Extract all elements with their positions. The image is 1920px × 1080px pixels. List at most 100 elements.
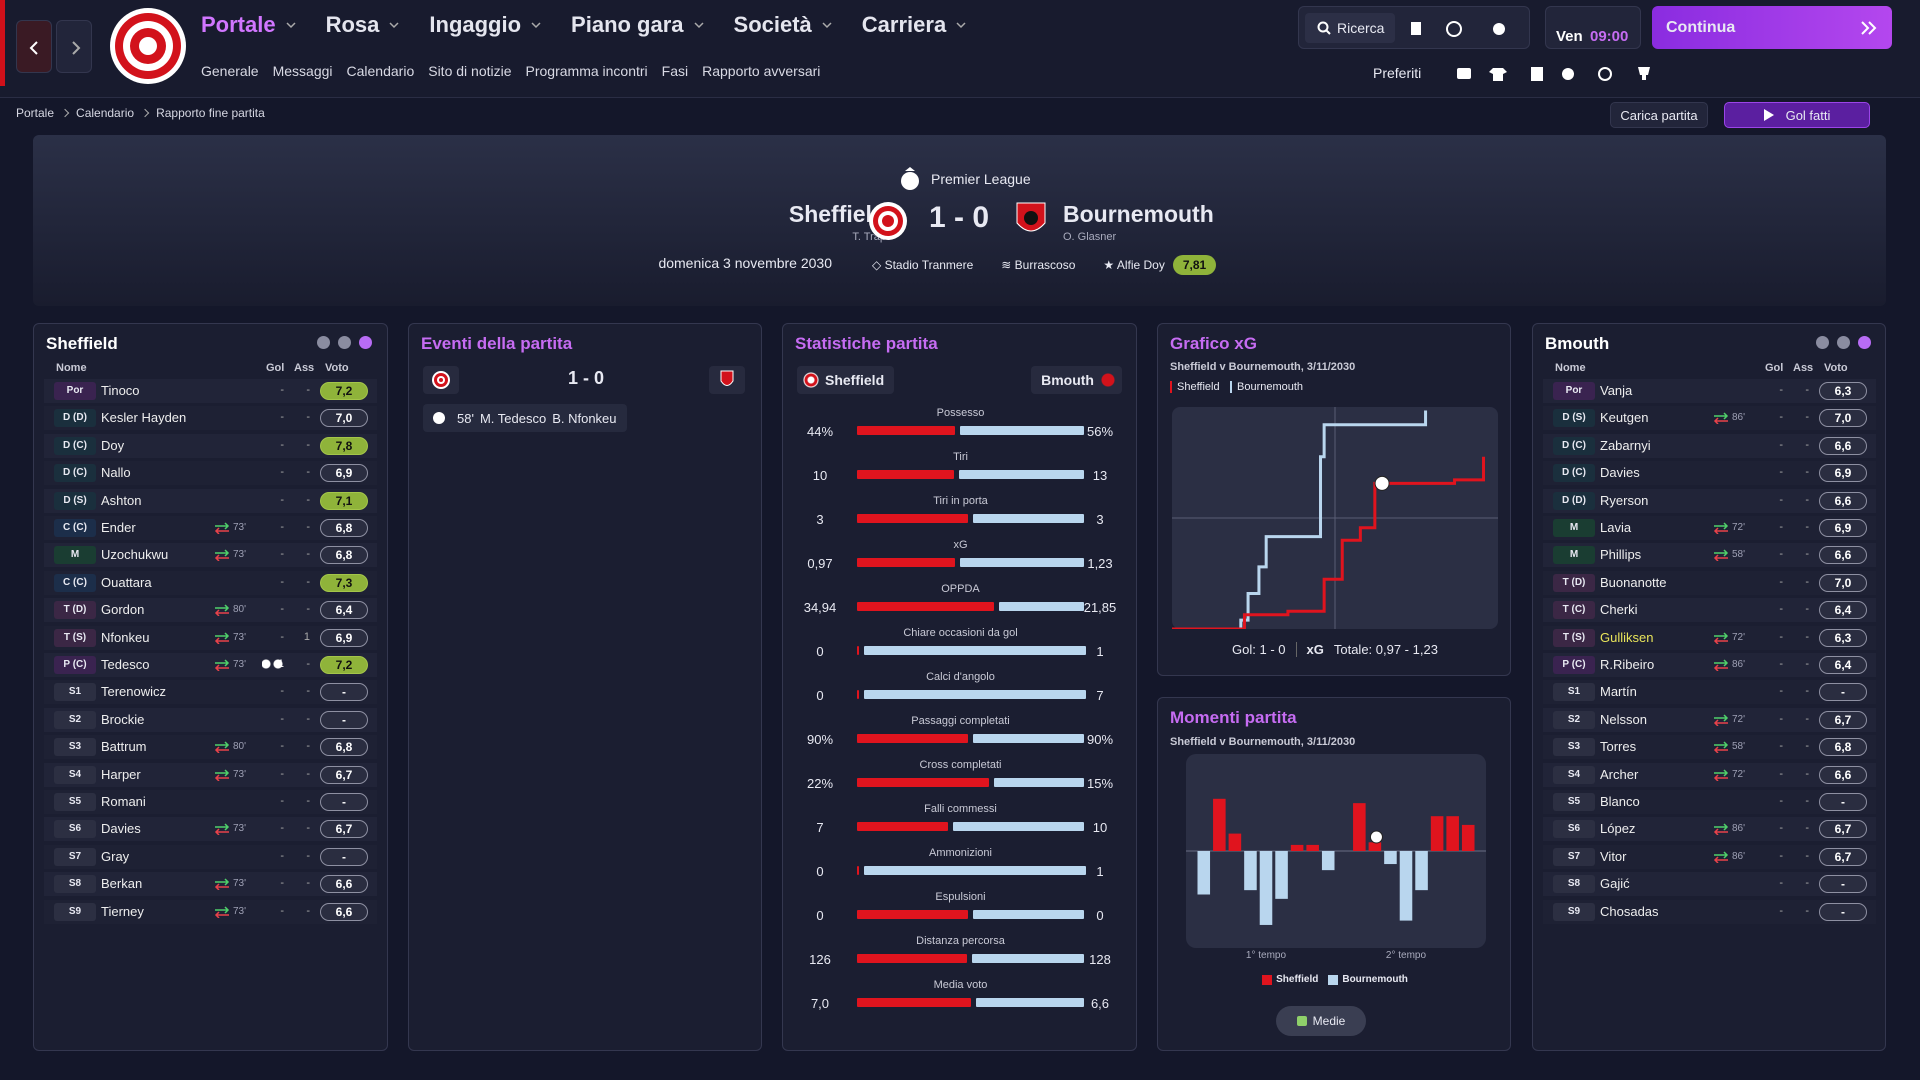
player-row[interactable]: S7 Gray - - - bbox=[44, 844, 377, 869]
player-row[interactable]: S1 Martín - - - bbox=[1543, 680, 1876, 705]
player-row[interactable]: S3 Torres 58' - -6,8 bbox=[1543, 735, 1876, 760]
player-row[interactable]: C (C) Ouattara - -7,3 bbox=[44, 570, 377, 595]
player-row[interactable]: C (C) Ender 73' - -6,8 bbox=[44, 516, 377, 540]
player-row[interactable]: M Lavia 72' - -6,9 bbox=[1543, 516, 1876, 540]
player-row[interactable]: S9 Chosadas - - - bbox=[1543, 899, 1876, 924]
player-row[interactable]: S8 Berkan 73' - -6,6 bbox=[44, 872, 377, 897]
player-row[interactable]: S2 Nelsson 72' - -6,7 bbox=[1543, 707, 1876, 732]
player-row[interactable]: S1 Terenowicz - - - bbox=[44, 680, 377, 705]
player-row[interactable]: D (S) Ashton - -7,1 bbox=[44, 488, 377, 513]
player-row[interactable]: T (S) Gulliksen 72' - -6,3 bbox=[1543, 625, 1876, 650]
stat-away-bar bbox=[972, 954, 1084, 963]
player-row[interactable]: S4 Archer 72' - -6,6 bbox=[1543, 762, 1876, 787]
main-tab[interactable]: Portale bbox=[201, 12, 296, 38]
assists: - bbox=[306, 822, 310, 835]
player-row[interactable]: S3 Battrum 80' - -6,8 bbox=[44, 735, 377, 760]
rating: 6,9 bbox=[1819, 464, 1867, 483]
player-row[interactable]: S2 Brockie - - - bbox=[44, 707, 377, 732]
player-row[interactable]: Por Vanja - -6,3 bbox=[1543, 379, 1876, 403]
player-row[interactable]: D (D) Kesler Hayden - -7,0 bbox=[44, 406, 377, 431]
player-row[interactable]: D (C) Zabarnyi - -6,6 bbox=[1543, 433, 1876, 458]
continue-button[interactable]: Continua bbox=[1652, 6, 1892, 49]
player-row[interactable]: T (C) Cherki - -6,4 bbox=[1543, 598, 1876, 623]
player-row[interactable]: D (D) Ryerson - -6,6 bbox=[1543, 488, 1876, 513]
crumb[interactable]: Calendario bbox=[76, 106, 135, 120]
assists: - bbox=[306, 658, 310, 670]
sub-tab[interactable]: Programma incontri bbox=[525, 63, 648, 79]
player-row[interactable]: S6 Davies 73' - -6,7 bbox=[44, 817, 377, 842]
sub-tab[interactable]: Calendario bbox=[346, 63, 415, 79]
player-row[interactable]: S5 Romani - - - bbox=[44, 790, 377, 814]
main-tab[interactable]: Piano gara bbox=[571, 12, 704, 38]
player-row[interactable]: T (D) Buonanotte - -7,0 bbox=[1543, 570, 1876, 595]
sub-arrow-in bbox=[1714, 769, 1729, 777]
forward-button[interactable] bbox=[56, 20, 92, 73]
main-tab[interactable]: Società bbox=[734, 12, 832, 38]
search-button[interactable]: Ricerca bbox=[1305, 13, 1395, 43]
assists: - bbox=[306, 466, 310, 479]
goals-button[interactable]: Gol fatti bbox=[1724, 102, 1870, 128]
sub-arrow-in bbox=[215, 549, 230, 557]
page-dot[interactable] bbox=[338, 336, 351, 349]
sub-tab[interactable]: Messaggi bbox=[272, 63, 333, 79]
main-tab[interactable]: Carriera bbox=[862, 12, 966, 38]
quick-icons[interactable] bbox=[1455, 64, 1665, 84]
crumb-separator bbox=[60, 108, 70, 118]
main-tab[interactable]: Ingaggio bbox=[429, 12, 541, 38]
favorites[interactable]: Preferiti bbox=[1373, 65, 1422, 81]
main-tab[interactable]: Rosa bbox=[326, 12, 400, 38]
event-score: 1 - 0 bbox=[567, 368, 605, 388]
stat-home-bar bbox=[857, 690, 859, 699]
crumb[interactable]: Portale bbox=[16, 106, 55, 120]
crumb[interactable]: Rapporto fine partita bbox=[156, 106, 265, 120]
stat-label: Possesso bbox=[936, 407, 985, 419]
sub-tab[interactable]: Sito di notizie bbox=[428, 63, 512, 79]
player-row[interactable]: D (C) Nallo - -6,9 bbox=[44, 461, 377, 486]
player-row[interactable]: S6 López 86' - -6,7 bbox=[1543, 817, 1876, 842]
page-dot[interactable] bbox=[1816, 336, 1829, 349]
player-row[interactable]: T (D) Gordon 80' - -6,4 bbox=[44, 598, 377, 623]
sub-arrow-in bbox=[215, 906, 230, 914]
toolbar-icons[interactable] bbox=[1409, 20, 1519, 38]
player-row[interactable]: M Phillips 58' - -6,6 bbox=[1543, 543, 1876, 568]
sub-tab[interactable]: Rapporto avversari bbox=[702, 63, 821, 79]
page-dot[interactable] bbox=[1837, 336, 1850, 349]
assists: - bbox=[306, 712, 310, 725]
load-match-button[interactable]: Carica partita bbox=[1610, 102, 1708, 128]
assists: - bbox=[306, 795, 310, 807]
assists: - bbox=[306, 411, 310, 424]
sub-icon bbox=[214, 604, 230, 617]
stat-away-bar bbox=[959, 558, 1084, 567]
rating: 6,6 bbox=[1819, 765, 1867, 784]
player-row[interactable]: S7 Vitor 86' - -6,7 bbox=[1543, 844, 1876, 869]
date-time[interactable]: Ven 09:00 bbox=[1545, 6, 1641, 49]
xg-chart bbox=[1172, 407, 1498, 629]
player-row[interactable]: D (C) Davies - -6,9 bbox=[1543, 461, 1876, 486]
assists: - bbox=[1805, 493, 1809, 506]
assists: - bbox=[306, 740, 310, 753]
player-row[interactable]: Por Tinoco - -7,2 bbox=[44, 379, 377, 403]
player-row[interactable]: T (S) Nfonkeu 73' - 1 6,9 bbox=[44, 625, 377, 650]
averages-button[interactable]: Medie bbox=[1276, 1006, 1366, 1036]
sub-tab[interactable]: Generale bbox=[201, 63, 259, 79]
page-dot[interactable] bbox=[359, 336, 372, 349]
stat-away-bar bbox=[973, 734, 1084, 743]
player-row[interactable]: D (S) Keutgen 86' - -7,0 bbox=[1543, 406, 1876, 431]
page-dot[interactable] bbox=[317, 336, 330, 349]
event-item[interactable]: 58' M. Tedesco B. Nfonkeu bbox=[423, 404, 627, 432]
player-row[interactable]: M Uzochukwu 73' - -6,8 bbox=[44, 543, 377, 568]
player-row[interactable]: S9 Tierney 73' - -6,6 bbox=[44, 899, 377, 924]
player-row[interactable]: P (C) R.Ribeiro 86' - -6,4 bbox=[1543, 653, 1876, 677]
player-row[interactable]: D (C) Doy - -7,8 bbox=[44, 433, 377, 458]
goals: - bbox=[280, 767, 284, 780]
player-row[interactable]: S4 Harper 73' - -6,7 bbox=[44, 762, 377, 787]
club-logo[interactable] bbox=[108, 6, 188, 86]
player-row[interactable]: S5 Blanco - - - bbox=[1543, 790, 1876, 814]
goals: - bbox=[1779, 658, 1783, 670]
page-dot[interactable] bbox=[1858, 336, 1871, 349]
sub-tab[interactable]: Fasi bbox=[661, 63, 689, 79]
back-button[interactable] bbox=[16, 20, 52, 73]
player-row[interactable]: P (C) Tedesco 73' 1 -7,2 bbox=[44, 653, 377, 677]
player-name: Vanja bbox=[1600, 383, 1633, 398]
player-row[interactable]: S8 Gajić - - - bbox=[1543, 872, 1876, 897]
